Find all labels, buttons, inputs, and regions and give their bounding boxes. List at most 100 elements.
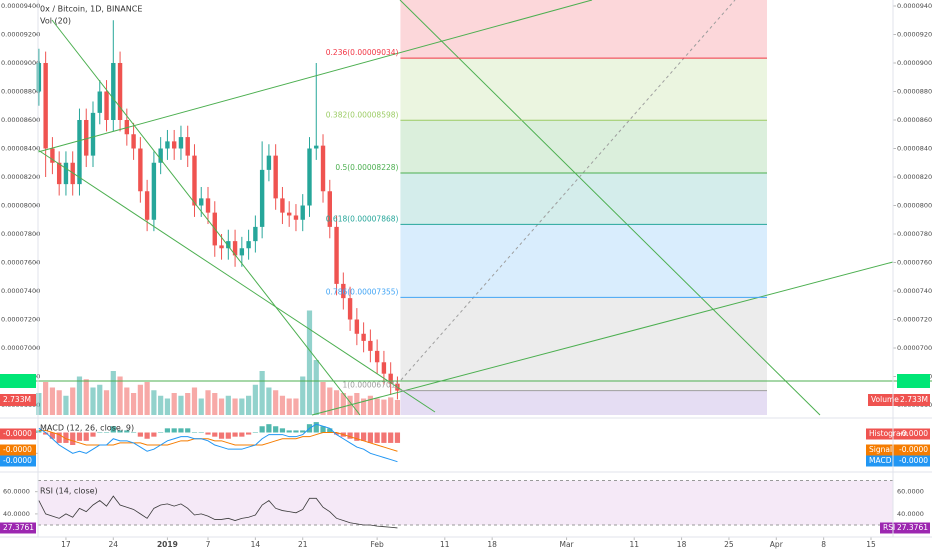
- histogram-bar: [90, 432, 96, 437]
- candle-body: [185, 137, 190, 156]
- histogram-bar: [205, 432, 211, 435]
- volume-bar: [144, 382, 150, 415]
- candle-body: [347, 298, 353, 320]
- candle-body: [97, 91, 102, 113]
- y-tick-label: 60.0000: [3, 488, 30, 496]
- volume-bar: [49, 387, 56, 415]
- volume-bar: [110, 371, 116, 415]
- candle-body: [273, 155, 278, 199]
- histogram-bar: [347, 432, 353, 439]
- volume-bar: [273, 390, 279, 415]
- volume-bar: [286, 398, 292, 415]
- histogram-bar: [333, 432, 340, 435]
- y-tick-label: 40.0000: [897, 510, 924, 518]
- candle-body: [219, 245, 224, 249]
- y-tick-label: 0.00007800: [897, 230, 932, 238]
- candle-body: [307, 148, 312, 206]
- candle-body: [381, 362, 387, 374]
- candle-body: [138, 148, 143, 192]
- volume-bar: [103, 390, 110, 415]
- y-tick-label: 0.00009200: [897, 30, 932, 38]
- x-tick-label: 2019: [157, 540, 178, 549]
- x-tick-label: 7: [206, 540, 211, 549]
- y-tick-label: 0.00008400: [897, 144, 932, 152]
- overlay-layer: 0.236(0.00009034) 0.382(0.00008598) 0.5(0.…: [0, 48, 930, 534]
- histogram-bar: [354, 432, 360, 441]
- value-label-box: [0, 428, 36, 440]
- y-tick-label: 0.00008000: [897, 202, 932, 210]
- volume-title: Vol (20): [40, 17, 71, 26]
- volume-bar: [232, 398, 238, 415]
- y-tick-label: 0.00009400: [897, 2, 932, 10]
- value-label-box: [0, 444, 36, 456]
- candle-body: [144, 191, 150, 220]
- volume-bar: [381, 399, 387, 415]
- legend-name: MACD: [869, 456, 892, 465]
- y-tick-label: 0.00007000: [1, 344, 40, 352]
- histogram-bar: [266, 424, 272, 433]
- volume-bar: [63, 395, 69, 415]
- legend-name: Histogram: [869, 429, 908, 438]
- y-tick-label: 0.00007200: [897, 316, 932, 324]
- value-label: -0.0000: [3, 445, 32, 454]
- legend-value: 27.3761: [897, 523, 928, 532]
- candle-body: [192, 155, 197, 206]
- volume-bar: [252, 384, 258, 415]
- candle-body: [253, 226, 258, 242]
- trend-line: [51, 19, 361, 416]
- fib-label: 0.382(0.00008598): [326, 110, 399, 119]
- y-tick-label: 0.00007000: [897, 344, 932, 352]
- histogram-bar: [198, 432, 204, 433]
- x-tick-label: Feb: [371, 540, 385, 549]
- volume-bar: [333, 390, 340, 415]
- volume-bar: [164, 398, 171, 415]
- histogram-bar: [273, 426, 279, 433]
- histogram-bar: [327, 428, 333, 433]
- x-tick-label: 24: [109, 540, 119, 549]
- candle-body: [199, 198, 204, 206]
- trend-line: [37, 149, 436, 413]
- candle-body: [334, 226, 339, 284]
- histogram-bar: [300, 430, 306, 433]
- volume-legend-value: 2.733M: [900, 395, 928, 404]
- histogram-bar: [185, 428, 191, 433]
- fib-band: [400, 58, 767, 121]
- histogram-bar: [252, 432, 258, 433]
- candle-body: [239, 248, 245, 256]
- histogram-bar: [49, 432, 56, 439]
- fib-label: 1(0.00006701): [342, 381, 398, 390]
- candle-body: [280, 198, 285, 213]
- legend-value: -0.0000: [899, 445, 928, 454]
- y-tick-label: 0.00007600: [1, 259, 40, 267]
- value-label: -0.0000: [3, 456, 32, 465]
- volume-bar: [306, 310, 313, 415]
- y-tick-label: 0.00007400: [897, 287, 932, 295]
- volume-bar: [300, 376, 306, 415]
- candle-body: [205, 198, 211, 213]
- macd-title: MACD (12, 26, close, 9): [40, 424, 134, 433]
- legend-value: -0.0000: [899, 456, 928, 465]
- candle-body: [151, 162, 157, 220]
- histogram-bar: [144, 432, 150, 439]
- volume-bar: [158, 395, 164, 415]
- volume-bar: [327, 387, 333, 415]
- projection-line: [400, 0, 736, 381]
- y-tick-label: 0.00007200: [1, 316, 40, 324]
- volume-bar: [394, 399, 401, 415]
- candle-body: [226, 241, 231, 249]
- trend-line: [37, 0, 593, 153]
- x-tick-label: 21: [298, 540, 308, 549]
- legend-box: [880, 522, 930, 534]
- price-line-label: [897, 374, 930, 388]
- legend-box: [866, 444, 930, 456]
- histogram-bar: [286, 430, 292, 433]
- histogram-bar: [178, 428, 184, 433]
- candle-body: [314, 145, 319, 149]
- histogram-bar: [124, 430, 130, 433]
- histogram-bar: [110, 426, 116, 433]
- candle-body: [286, 212, 292, 216]
- candle-body: [77, 119, 82, 185]
- histogram-bar: [361, 432, 367, 441]
- y-tick-label: 0.00009400: [1, 2, 40, 10]
